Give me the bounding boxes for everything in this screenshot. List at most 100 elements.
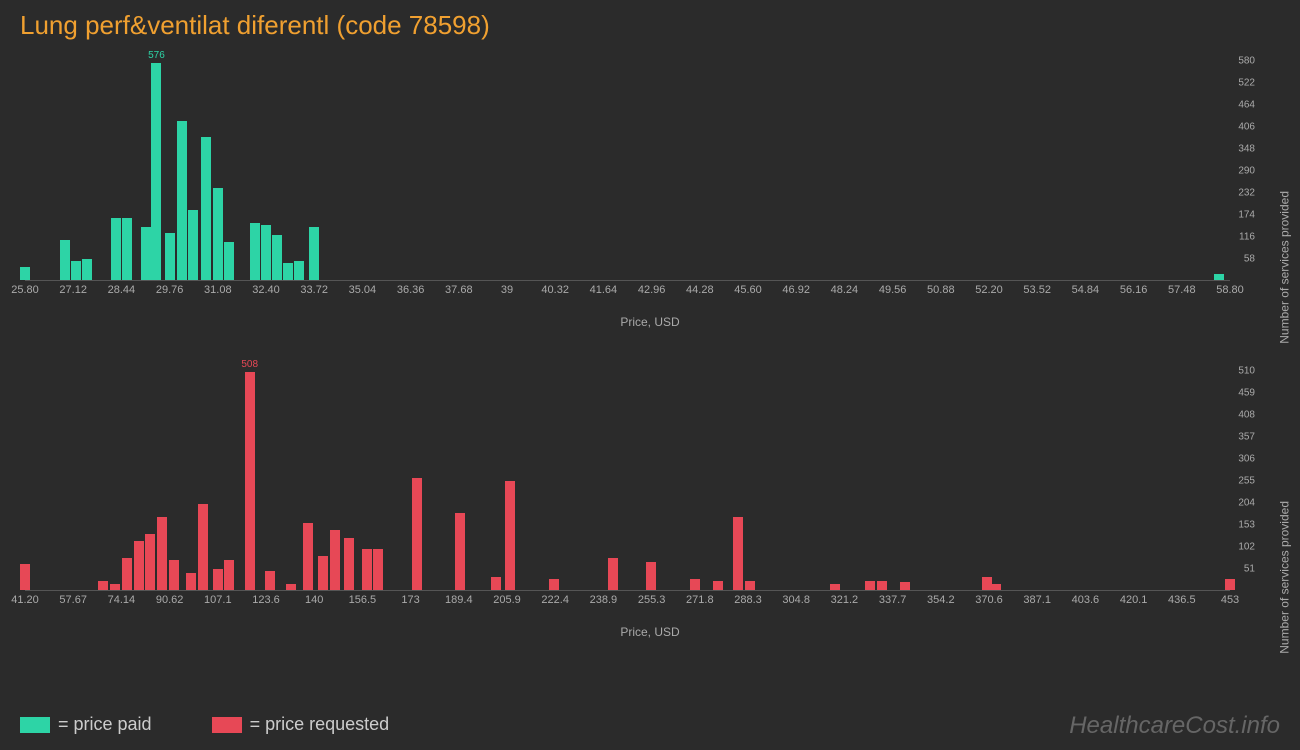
histogram-bar — [134, 541, 144, 590]
y-axis-label: Number of services provided — [1278, 501, 1292, 654]
legend-swatch — [212, 717, 242, 733]
x-tick: 45.60 — [734, 284, 762, 296]
x-tick: 31.08 — [204, 284, 232, 296]
x-tick: 32.40 — [252, 284, 280, 296]
histogram-bar — [549, 579, 559, 590]
y-tick: 232 — [1238, 188, 1255, 199]
x-tick: 123.6 — [252, 594, 280, 606]
legend-label: = price paid — [58, 714, 152, 735]
histogram-bar — [71, 261, 81, 280]
histogram-bar — [224, 242, 234, 280]
x-tick: 42.96 — [638, 284, 666, 296]
y-tick: 116 — [1239, 232, 1255, 243]
x-tick: 58.80 — [1216, 284, 1244, 296]
histogram-bar — [455, 513, 465, 590]
histogram-bar — [608, 558, 618, 590]
histogram-bar — [20, 564, 30, 590]
y-tick: 51 — [1244, 564, 1255, 575]
y-tick: 464 — [1238, 100, 1255, 111]
y-tick: 174 — [1238, 210, 1255, 221]
histogram-bar — [198, 504, 208, 590]
x-tick: 57.67 — [59, 594, 87, 606]
legend-item-requested: = price requested — [212, 714, 390, 735]
legend-swatch — [20, 717, 50, 733]
x-tick: 74.14 — [108, 594, 136, 606]
histogram-bar — [60, 240, 70, 280]
x-tick: 238.9 — [590, 594, 618, 606]
y-tick: 408 — [1238, 410, 1255, 421]
x-tick: 27.12 — [59, 284, 87, 296]
x-tick: 49.56 — [879, 284, 907, 296]
x-tick: 41.20 — [11, 594, 39, 606]
histogram-bar — [830, 584, 840, 590]
x-tick: 337.7 — [879, 594, 907, 606]
x-tick: 156.5 — [349, 594, 377, 606]
bar-peak-label: 576 — [148, 50, 165, 61]
histogram-bar — [169, 560, 179, 590]
x-tick: 35.04 — [349, 284, 377, 296]
histogram-bar — [213, 569, 223, 590]
histogram-bar — [201, 137, 211, 280]
x-tick: 321.2 — [831, 594, 859, 606]
x-tick: 205.9 — [493, 594, 521, 606]
histogram-bar — [20, 267, 30, 280]
histogram-bar — [733, 517, 743, 590]
legend-item-paid: = price paid — [20, 714, 152, 735]
histogram-bar — [1214, 274, 1224, 280]
histogram-bar — [111, 218, 121, 280]
histogram-bar — [877, 581, 887, 590]
x-tick: 50.88 — [927, 284, 955, 296]
x-tick: 33.72 — [300, 284, 328, 296]
histogram-bar — [745, 581, 755, 590]
histogram-bar — [177, 121, 187, 280]
chart-price-paid: 576 25.8027.1228.4429.7631.0832.4033.723… — [20, 51, 1280, 331]
histogram-bar — [491, 577, 501, 590]
histogram-bar — [261, 225, 271, 280]
chart-price-requested: 508 41.2057.6774.1490.62107.1123.6140156… — [20, 361, 1280, 641]
y-tick: 306 — [1238, 454, 1255, 465]
histogram-bar — [224, 560, 234, 590]
histogram-bar — [110, 584, 120, 590]
x-tick: 173 — [401, 594, 419, 606]
histogram-bar — [286, 584, 296, 590]
x-tick: 189.4 — [445, 594, 473, 606]
bar-peak-label: 508 — [241, 359, 258, 370]
y-tick: 580 — [1238, 56, 1255, 67]
x-tick: 53.52 — [1023, 284, 1051, 296]
histogram-bar — [362, 549, 372, 590]
histogram-bar — [157, 517, 167, 590]
y-tick: 290 — [1238, 166, 1255, 177]
y-tick: 522 — [1238, 78, 1255, 89]
histogram-bar — [690, 579, 700, 590]
histogram-bar — [294, 261, 304, 280]
histogram-bar — [330, 530, 340, 590]
x-tick: 44.28 — [686, 284, 714, 296]
histogram-bar: 576 — [151, 63, 161, 280]
histogram-bar — [646, 562, 656, 590]
histogram-bar — [309, 227, 319, 280]
y-tick: 348 — [1238, 144, 1255, 155]
x-tick: 288.3 — [734, 594, 762, 606]
x-tick: 90.62 — [156, 594, 184, 606]
x-tick: 40.32 — [541, 284, 569, 296]
histogram-bar: 508 — [245, 372, 255, 590]
watermark: HealthcareCost.info — [1069, 712, 1280, 740]
histogram-bar — [188, 210, 198, 280]
x-tick: 354.2 — [927, 594, 955, 606]
y-tick: 459 — [1238, 388, 1255, 399]
histogram-bar — [250, 223, 260, 280]
x-tick: 370.6 — [975, 594, 1003, 606]
x-tick: 387.1 — [1023, 594, 1051, 606]
x-tick: 54.84 — [1072, 284, 1100, 296]
histogram-bar — [165, 233, 175, 280]
x-axis-label: Price, USD — [620, 315, 679, 329]
x-tick: 56.16 — [1120, 284, 1148, 296]
y-tick: 510 — [1238, 366, 1255, 377]
x-tick: 304.8 — [782, 594, 810, 606]
y-tick: 406 — [1238, 122, 1255, 133]
histogram-bar — [98, 581, 108, 590]
y-axis-label: Number of services provided — [1278, 191, 1292, 344]
x-tick: 36.36 — [397, 284, 425, 296]
x-axis-label: Price, USD — [620, 625, 679, 639]
histogram-bar — [82, 259, 92, 280]
